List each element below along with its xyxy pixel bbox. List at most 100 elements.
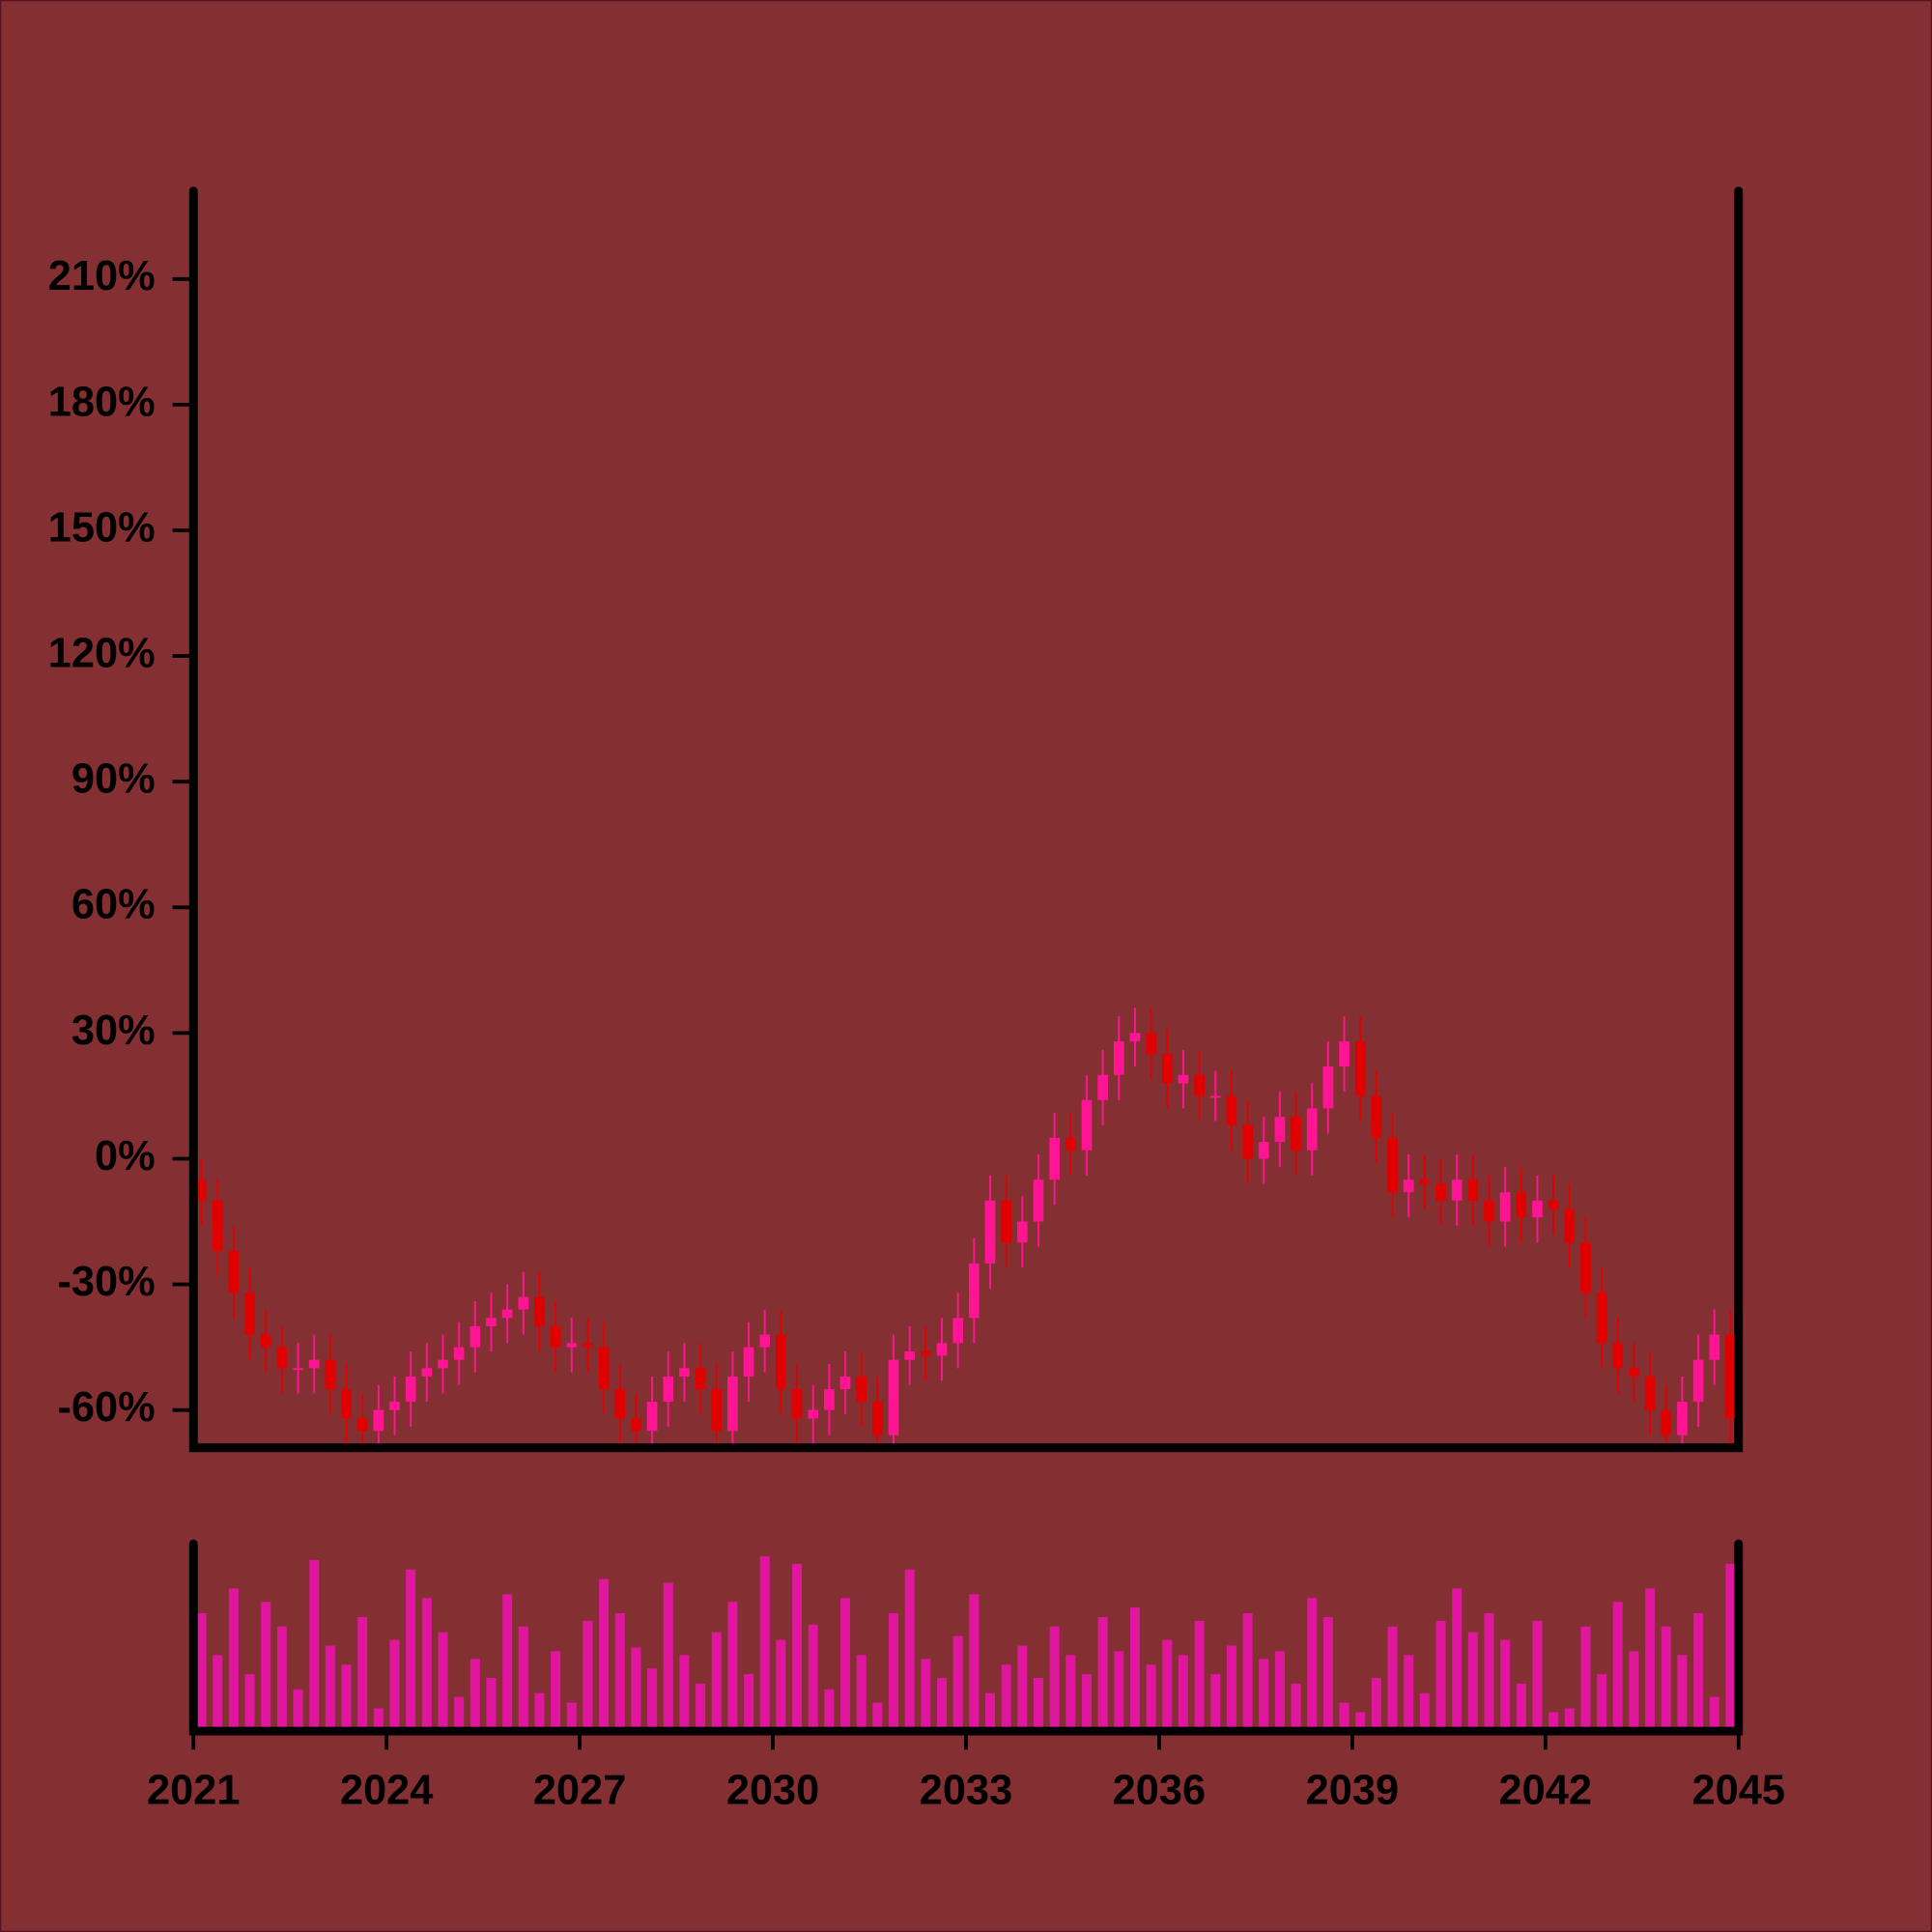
volume-bar bbox=[1419, 1692, 1430, 1732]
candle-body bbox=[839, 1376, 851, 1390]
volume-bar bbox=[406, 1569, 416, 1732]
candle-body bbox=[598, 1347, 610, 1390]
volume-bar bbox=[647, 1668, 658, 1732]
candle-body bbox=[904, 1350, 916, 1360]
volume-bar bbox=[952, 1635, 963, 1732]
candle-body bbox=[791, 1389, 803, 1419]
candle-body bbox=[743, 1347, 754, 1378]
x-tick-label: 2045 bbox=[1692, 1767, 1785, 1813]
volume-bar bbox=[341, 1664, 352, 1732]
candle-body bbox=[1274, 1117, 1286, 1143]
candle-body bbox=[1580, 1242, 1591, 1293]
volume-bar bbox=[1404, 1655, 1414, 1732]
candle-body bbox=[228, 1250, 240, 1293]
candle-body bbox=[663, 1376, 674, 1403]
candle-body bbox=[1516, 1192, 1527, 1218]
volume-bar bbox=[1387, 1626, 1398, 1732]
volume-bar bbox=[631, 1647, 641, 1732]
axes: -60% -30% 0% 30% 60% 90% 120% 150% 180% 210% 2021 2… bbox=[48, 186, 1785, 1813]
candle-body bbox=[1258, 1142, 1269, 1159]
volume-bar bbox=[551, 1651, 561, 1732]
candle-body bbox=[1242, 1124, 1253, 1159]
volume-bar bbox=[1291, 1683, 1301, 1732]
volume-bar bbox=[1097, 1616, 1108, 1732]
main-frame bbox=[188, 186, 1744, 1453]
candle-body bbox=[872, 1402, 883, 1435]
volume-bar bbox=[1162, 1639, 1173, 1732]
y-tick-label: 150% bbox=[48, 504, 156, 551]
candle-body bbox=[1049, 1137, 1060, 1180]
candle-body bbox=[856, 1376, 867, 1403]
candle-body bbox=[1451, 1179, 1463, 1201]
volume-bar bbox=[1017, 1645, 1028, 1732]
volume-bar bbox=[1580, 1626, 1591, 1732]
volume-bar bbox=[566, 1702, 577, 1732]
candle-body bbox=[1194, 1074, 1205, 1096]
candle-body bbox=[824, 1389, 835, 1410]
volume-bar bbox=[1049, 1626, 1060, 1732]
candle-body bbox=[1435, 1183, 1446, 1201]
candle-body bbox=[1548, 1200, 1559, 1209]
y-tick-label: -30% bbox=[57, 1259, 155, 1305]
volume-bar bbox=[744, 1674, 754, 1732]
x-tick-label: 2027 bbox=[533, 1767, 626, 1813]
volume-bar bbox=[1677, 1655, 1688, 1732]
volume-bar bbox=[309, 1559, 320, 1732]
volume-bar bbox=[872, 1702, 883, 1732]
volume-bar bbox=[696, 1683, 706, 1732]
volume-bar bbox=[1210, 1674, 1221, 1732]
candle-body bbox=[808, 1409, 819, 1419]
candle-body bbox=[276, 1347, 288, 1369]
volume-bar bbox=[711, 1632, 722, 1732]
volume-bar bbox=[469, 1659, 480, 1732]
candle-body bbox=[1403, 1179, 1414, 1193]
candle-body bbox=[936, 1343, 948, 1356]
candle-body bbox=[421, 1368, 433, 1378]
volume-bar bbox=[518, 1626, 528, 1732]
volume-bar bbox=[1081, 1674, 1092, 1732]
volume-bar bbox=[389, 1639, 400, 1732]
candle-body bbox=[196, 1179, 207, 1201]
candle-body bbox=[1339, 1041, 1350, 1067]
candle-body bbox=[1113, 1041, 1124, 1075]
volume-bar bbox=[1532, 1620, 1543, 1732]
candle-body bbox=[534, 1296, 545, 1326]
candle-body bbox=[679, 1368, 690, 1378]
candle-body bbox=[1387, 1137, 1398, 1193]
volume-bar bbox=[1629, 1651, 1639, 1732]
volume-bar bbox=[244, 1674, 255, 1732]
volume-bar bbox=[1725, 1563, 1736, 1732]
candle-body bbox=[1001, 1200, 1011, 1243]
candle-body bbox=[1692, 1359, 1704, 1403]
volume-panel bbox=[196, 1555, 1736, 1732]
y-tick-label: -60% bbox=[57, 1384, 155, 1431]
candle-body bbox=[293, 1368, 303, 1371]
candle-body bbox=[1612, 1343, 1624, 1369]
candle-body bbox=[501, 1309, 513, 1319]
volume-bar bbox=[261, 1602, 271, 1732]
candle-body bbox=[1097, 1074, 1108, 1100]
volume-bar bbox=[1661, 1626, 1671, 1732]
volume-bar bbox=[824, 1689, 835, 1732]
volume-bar bbox=[373, 1708, 384, 1732]
volume-bar bbox=[486, 1677, 497, 1732]
y-tick-label: 120% bbox=[48, 631, 156, 677]
volume-bar bbox=[276, 1626, 287, 1732]
volume-bar bbox=[727, 1602, 738, 1732]
volume-bar bbox=[1597, 1674, 1607, 1732]
volume-bar bbox=[1484, 1613, 1494, 1732]
candle-body bbox=[1129, 1033, 1141, 1042]
volume-bar bbox=[759, 1555, 770, 1732]
volume-bar bbox=[1274, 1651, 1285, 1732]
y-tick-label: 0% bbox=[95, 1133, 156, 1179]
x-tick-label: 2039 bbox=[1306, 1767, 1399, 1813]
volume-bar bbox=[454, 1696, 465, 1732]
candle-body bbox=[1146, 1033, 1156, 1055]
candle-body bbox=[1725, 1334, 1736, 1419]
volume-bar bbox=[1355, 1712, 1366, 1732]
candle-body bbox=[1467, 1179, 1479, 1201]
candle-body bbox=[1532, 1200, 1543, 1218]
candle-body bbox=[776, 1334, 786, 1390]
